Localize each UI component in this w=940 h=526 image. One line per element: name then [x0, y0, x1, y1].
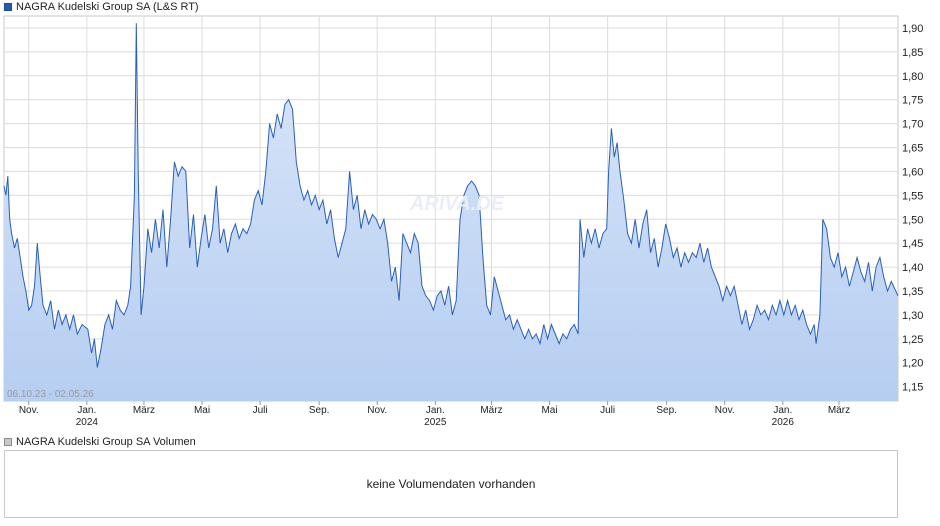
price-area [4, 23, 898, 401]
price-legend-label: NAGRA Kudelski Group SA (L&S RT) [16, 1, 199, 13]
y-axis: 1,15 1,20 1,25 1,30 1,35 1,40 1,45 1,50 1,55 1,60… [902, 23, 923, 394]
x-year-label: 2024 [76, 417, 99, 428]
date-range-label: 06.10.23 - 02.05.26 [7, 389, 94, 400]
y-tick-label: 1,30 [902, 310, 923, 322]
y-tick-label: 1,40 [902, 262, 923, 274]
price-chart: ARIVA.DE 1,15 1,20 1,25 1,30 1,35 1,40 1,45 1,5… [3, 15, 923, 428]
x-tick-label: Nov. [367, 405, 387, 416]
x-tick-label: Mai [541, 405, 557, 416]
y-tick-label: 1,45 [902, 238, 923, 250]
x-tick-label: Jan. [77, 405, 96, 416]
x-tick-label: März [133, 405, 155, 416]
y-tick-label: 1,75 [902, 95, 923, 107]
y-tick-label: 1,65 [902, 143, 923, 155]
y-tick-label: 1,80 [902, 71, 923, 83]
watermark-logo: ARIVA.DE [409, 193, 505, 215]
y-tick-label: 1,50 [902, 214, 923, 226]
y-tick-label: 1,90 [902, 23, 923, 35]
volume-empty-message: keine Volumendaten vorhanden [366, 477, 536, 491]
x-tick-label: Jan. [426, 405, 445, 416]
x-tick-label: März [480, 405, 502, 416]
x-tick-label: Mai [194, 405, 210, 416]
volume-panel: keine Volumendaten vorhanden [4, 450, 898, 518]
y-tick-label: 1,35 [902, 286, 923, 298]
volume-legend-swatch [4, 438, 12, 446]
y-tick-label: 1,20 [902, 358, 923, 370]
price-line [3, 23, 899, 368]
price-legend: NAGRA Kudelski Group SA (L&S RT) [4, 1, 199, 13]
y-tick-label: 1,60 [902, 166, 923, 178]
volume-legend-label: NAGRA Kudelski Group SA Volumen [16, 436, 196, 448]
x-tick-label: Juli [253, 405, 268, 416]
x-tick-label: Juli [600, 405, 615, 416]
y-tick-label: 1,70 [902, 119, 923, 131]
x-tick-label: Nov. [19, 405, 39, 416]
x-tick-label: Nov. [715, 405, 735, 416]
y-tick-label: 1,85 [902, 47, 923, 59]
y-tick-label: 1,25 [902, 334, 923, 346]
x-year-label: 2025 [424, 417, 447, 428]
x-tick-label: Sep. [309, 405, 330, 416]
x-tick-label: Jan. [773, 405, 792, 416]
y-tick-label: 1,55 [902, 190, 923, 202]
volume-legend: NAGRA Kudelski Group SA Volumen [4, 436, 196, 448]
x-tick-label: März [828, 405, 850, 416]
x-year-label: 2026 [772, 417, 795, 428]
price-legend-swatch [4, 3, 12, 11]
x-tick-label: Sep. [656, 405, 677, 416]
y-tick-label: 1,15 [902, 382, 923, 394]
